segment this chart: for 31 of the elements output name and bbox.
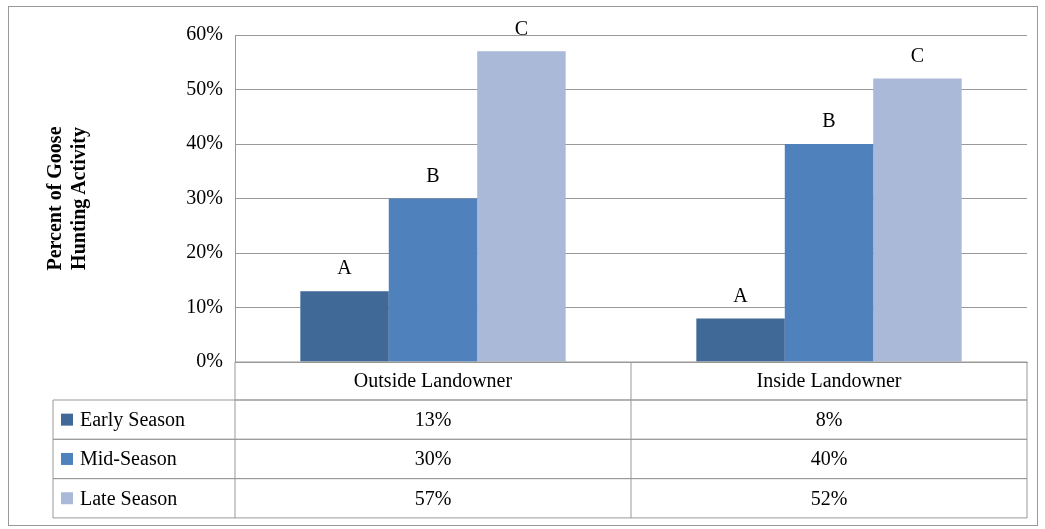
y-tick-label: 30% (186, 185, 223, 208)
y-tick-label: 50% (186, 76, 223, 99)
annotation: A (337, 256, 353, 279)
y-tick-label: 10% (186, 294, 223, 317)
y-tick-label: 40% (186, 131, 223, 154)
y-tick-label: 20% (186, 240, 223, 263)
data-label: 52% (810, 486, 848, 509)
data-label: 30% (414, 447, 452, 470)
legend-label: Early Season (80, 407, 185, 431)
annotation: C (514, 16, 529, 39)
y-axis-title: Percent of Goose Hunting Activity (43, 126, 91, 271)
legend-label: Late Season (80, 486, 178, 509)
annotation: C (910, 43, 925, 66)
data-label: 8% (815, 407, 843, 430)
y-tick-label: 60% (186, 22, 223, 45)
x-tick-label: Inside Landowner (756, 369, 902, 392)
bar (477, 51, 566, 362)
data-label: 57% (414, 486, 452, 509)
bar (388, 198, 478, 362)
data-label: 40% (810, 447, 848, 470)
annotation: B (822, 109, 836, 132)
bar (784, 144, 874, 362)
annotation: B (426, 163, 440, 186)
legend-label: Mid-Season (80, 447, 177, 470)
data-label: 13% (414, 407, 452, 430)
bar (300, 291, 389, 362)
y-tick-label: 0% (196, 349, 223, 372)
bar (696, 318, 785, 362)
annotation: A (733, 283, 749, 306)
bar (873, 78, 962, 362)
x-tick-label: Outside Landowner (353, 369, 513, 392)
